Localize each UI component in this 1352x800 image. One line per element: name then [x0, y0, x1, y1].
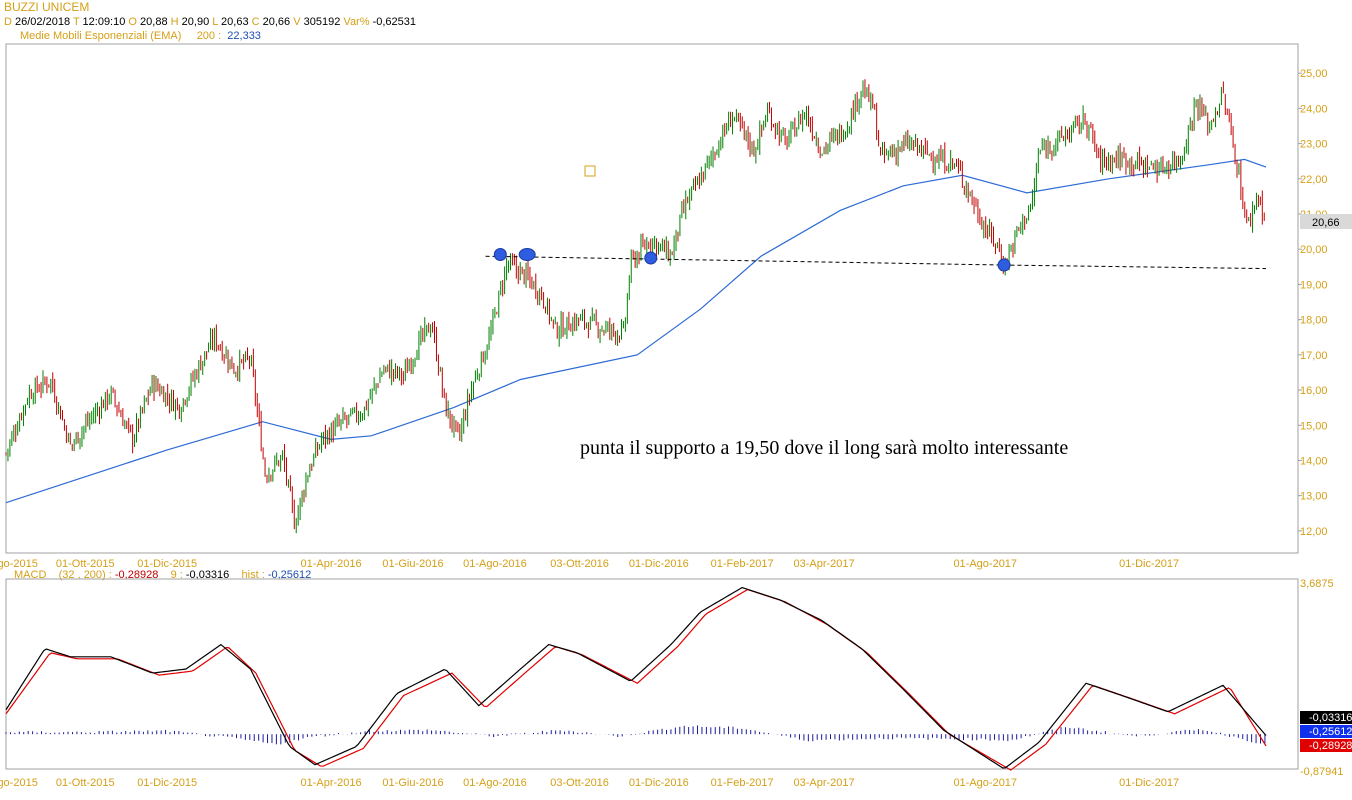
price-y-tick-label: 12,00: [1300, 526, 1328, 538]
x-tick-label: 03-Apr-2017: [793, 558, 854, 570]
time-key: T: [72, 16, 80, 28]
hist-key: hist :: [241, 569, 265, 581]
x-tick-label: 01-Ago-2016: [463, 558, 527, 570]
ema-period: 200 :: [196, 30, 222, 42]
support-touch-marker: [518, 247, 536, 261]
price-y-tick-label: 23,00: [1300, 139, 1328, 151]
macd-x-axis: 03-Ago-2015 01-Ott-2015 01-Dic-2015 01-Apr-…: [0, 777, 1179, 789]
x-tick-label: 01-Dic-2017: [1119, 558, 1179, 570]
macd-line: [5, 586, 1267, 769]
support-touch-marker: [493, 247, 507, 261]
macd-axis-top: 3,6875: [1300, 578, 1334, 590]
macd-badges: -0,03316 -0,25612 -0,28928: [1300, 711, 1352, 752]
x-tick-label: 03-Ago-2015: [0, 558, 38, 570]
macd-histogram: [5, 725, 1266, 745]
x-tick-label: 01-Apr-2016: [300, 777, 361, 789]
price-y-tick-label: 25,00: [1300, 68, 1328, 80]
low-value: 20,63: [221, 16, 249, 28]
ohlc-info-line: D 26/02/2018 T 12:09:10 O 20,88 H 20,90 …: [4, 16, 416, 29]
open-key: O: [128, 16, 137, 28]
marker-square: [584, 165, 596, 177]
macd-lines: [5, 586, 1267, 771]
x-tick-label: 01-Ott-2015: [56, 558, 115, 570]
price-y-tick-label: 20,00: [1300, 244, 1328, 256]
support-touch-marker: [644, 251, 658, 265]
price-y-tick-label: 18,00: [1300, 315, 1328, 327]
signal-line: [5, 588, 1267, 771]
price-y-tick-label: 15,00: [1300, 420, 1328, 432]
volume-key: V: [293, 16, 301, 28]
price-y-axis: 12,00 13,00 14,00 15,00 16,00 17,00 18,00 19,00…: [1298, 68, 1328, 538]
x-tick-label: 01-Ago-2017: [953, 777, 1017, 789]
macd-value: -0,28928: [114, 569, 159, 581]
var-key: Var%: [343, 16, 370, 28]
x-tick-label: 01-Feb-2017: [711, 558, 774, 570]
price-y-tick-label: 24,00: [1300, 103, 1328, 115]
hist-value: -0,25612: [267, 569, 312, 581]
volume-value: 305192: [303, 16, 341, 28]
x-tick-label: 01-Dic-2017: [1119, 777, 1179, 789]
date-value: 26/02/2018: [15, 16, 71, 28]
x-tick-label: 03-Ott-2016: [550, 777, 609, 789]
price-panel-frame: [5, 43, 1299, 554]
date-key: D: [4, 16, 12, 28]
x-tick-label: 03-Apr-2017: [793, 777, 854, 789]
x-tick-label: 01-Ago-2017: [953, 558, 1017, 570]
price-y-tick-label: 14,00: [1300, 455, 1328, 467]
high-key: H: [170, 16, 179, 28]
ema-label: Medie Mobili Esponenziali (EMA): [20, 30, 182, 42]
ema-layer: [5, 158, 1267, 504]
x-tick-label: 01-Dic-2015: [137, 558, 197, 570]
x-tick-label: 01-Ago-2016: [463, 777, 527, 789]
x-tick-label: 01-Giu-2016: [382, 777, 443, 789]
price-y-tick-label: 16,00: [1300, 385, 1328, 397]
support-touch-marker: [997, 258, 1011, 272]
hist-badge: -0,25612: [1309, 726, 1352, 738]
price-y-tick-label: 13,00: [1300, 491, 1328, 503]
x-tick-label: 01-Dic-2016: [629, 558, 689, 570]
last-price-text: 20,66: [1312, 217, 1340, 229]
support-line: [485, 255, 1267, 270]
ema-200-line: [5, 158, 1267, 504]
signal-key: 9 :: [170, 569, 183, 581]
close-key: C: [251, 16, 260, 28]
var-value: -0,62531: [372, 16, 417, 28]
chart-annotation: punta il supporto a 19,50 dove il long s…: [580, 437, 1068, 459]
x-tick-label: 01-Giu-2016: [382, 558, 443, 570]
signal-badge: -0,03316: [1309, 712, 1352, 724]
macd-panel-frame: [5, 578, 1299, 770]
macd-legend: MACD (32 , 200) : -0,28928 9 : -0,03316 …: [14, 569, 311, 581]
macd-axis-bottom: -0,87941: [1300, 766, 1343, 778]
macd-badge: -0,28928: [1309, 740, 1352, 752]
close-value: 20,66: [262, 16, 291, 28]
price-x-axis: 03-Ago-2015 01-Ott-2015 01-Dic-2015 01-Apr-…: [0, 558, 1179, 570]
price-y-tick-label: 17,00: [1300, 350, 1328, 362]
chart-title: BUZZI UNICEM: [4, 0, 90, 14]
macd-label: MACD: [14, 569, 47, 581]
open-value: 20,88: [140, 16, 168, 28]
time-value: 12:09:10: [82, 16, 126, 28]
macd-params: (32 , 200) :: [58, 569, 112, 581]
price-y-tick-label: 22,00: [1300, 174, 1328, 186]
ema-value: 22,333: [227, 30, 261, 42]
candlesticks: [5, 79, 1265, 534]
price-y-tick-label: 19,00: [1300, 279, 1328, 291]
x-tick-label: 01-Feb-2017: [711, 777, 774, 789]
x-tick-label: 01-Apr-2016: [300, 558, 361, 570]
x-tick-label: 01-Ott-2015: [56, 777, 115, 789]
x-tick-label: 03-Ago-2015: [0, 777, 38, 789]
ema-legend: Medie Mobili Esponenziali (EMA) 200 : 22…: [20, 30, 261, 43]
support-layer: [485, 247, 1267, 272]
x-tick-label: 03-Ott-2016: [550, 558, 609, 570]
high-value: 20,90: [181, 16, 210, 28]
x-tick-label: 01-Dic-2015: [137, 777, 197, 789]
x-tick-label: 01-Dic-2016: [629, 777, 689, 789]
last-price-badge: 20,66: [1300, 214, 1352, 229]
low-key: L: [212, 16, 218, 28]
signal-value: -0,03316: [185, 569, 230, 581]
